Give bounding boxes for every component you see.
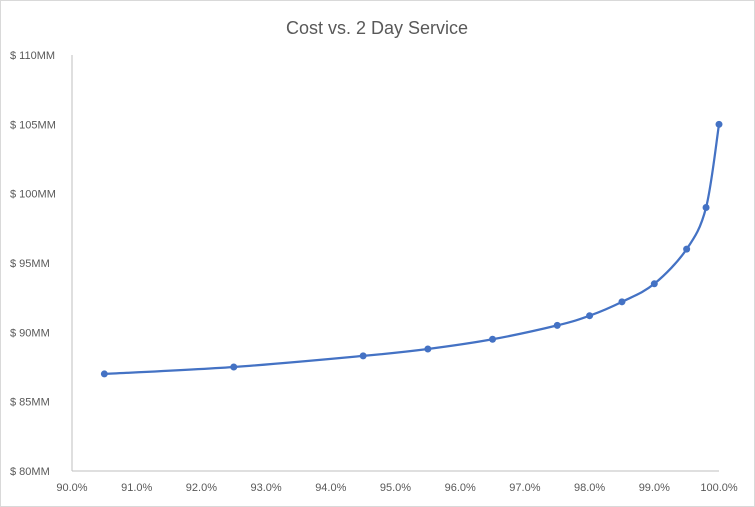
chart-title: Cost vs. 2 Day Service bbox=[286, 18, 468, 38]
data-points bbox=[100, 120, 723, 378]
x-tick-label: 98.0% bbox=[574, 482, 605, 494]
y-tick-label: $ 110MM bbox=[10, 50, 55, 62]
data-point bbox=[715, 120, 723, 128]
x-tick-label: 95.0% bbox=[380, 482, 411, 494]
data-point bbox=[553, 321, 561, 329]
data-point bbox=[359, 352, 367, 360]
x-axis-ticks: 90.0% 91.0% 92.0% 93.0% 94.0% 95.0% 96.0% 97.0%… bbox=[56, 482, 737, 494]
x-tick-label: 94.0% bbox=[315, 482, 346, 494]
y-tick-label: $ 105MM bbox=[10, 119, 56, 131]
x-tick-label: 92.0% bbox=[186, 482, 217, 494]
data-point bbox=[650, 280, 658, 288]
data-point bbox=[618, 298, 626, 306]
series-line bbox=[104, 124, 721, 376]
data-point bbox=[586, 312, 594, 320]
x-tick-label: 96.0% bbox=[445, 482, 476, 494]
data-point bbox=[424, 345, 432, 353]
y-tick-label: $ 95MM bbox=[10, 258, 50, 270]
data-point bbox=[100, 370, 108, 378]
y-tick-label: $ 100MM bbox=[10, 189, 56, 201]
axes bbox=[71, 55, 719, 472]
x-tick-label: 93.0% bbox=[250, 482, 281, 494]
x-tick-label: 100.0% bbox=[700, 482, 738, 494]
y-tick-label: $ 80MM bbox=[10, 466, 50, 478]
x-tick-label: 90.0% bbox=[56, 482, 87, 494]
y-tick-label: $ 90MM bbox=[10, 327, 50, 339]
data-point bbox=[230, 363, 238, 371]
data-point bbox=[683, 245, 691, 253]
y-axis-ticks: $ 80MM $ 85MM $ 90MM $ 95MM $ 100MM $ 105MM $ … bbox=[10, 50, 56, 478]
x-tick-label: 97.0% bbox=[509, 482, 540, 494]
y-tick-label: $ 85MM bbox=[10, 397, 50, 409]
data-point bbox=[489, 335, 497, 343]
x-tick-label: 91.0% bbox=[121, 482, 152, 494]
data-point bbox=[702, 204, 710, 212]
x-tick-label: 99.0% bbox=[639, 482, 670, 494]
